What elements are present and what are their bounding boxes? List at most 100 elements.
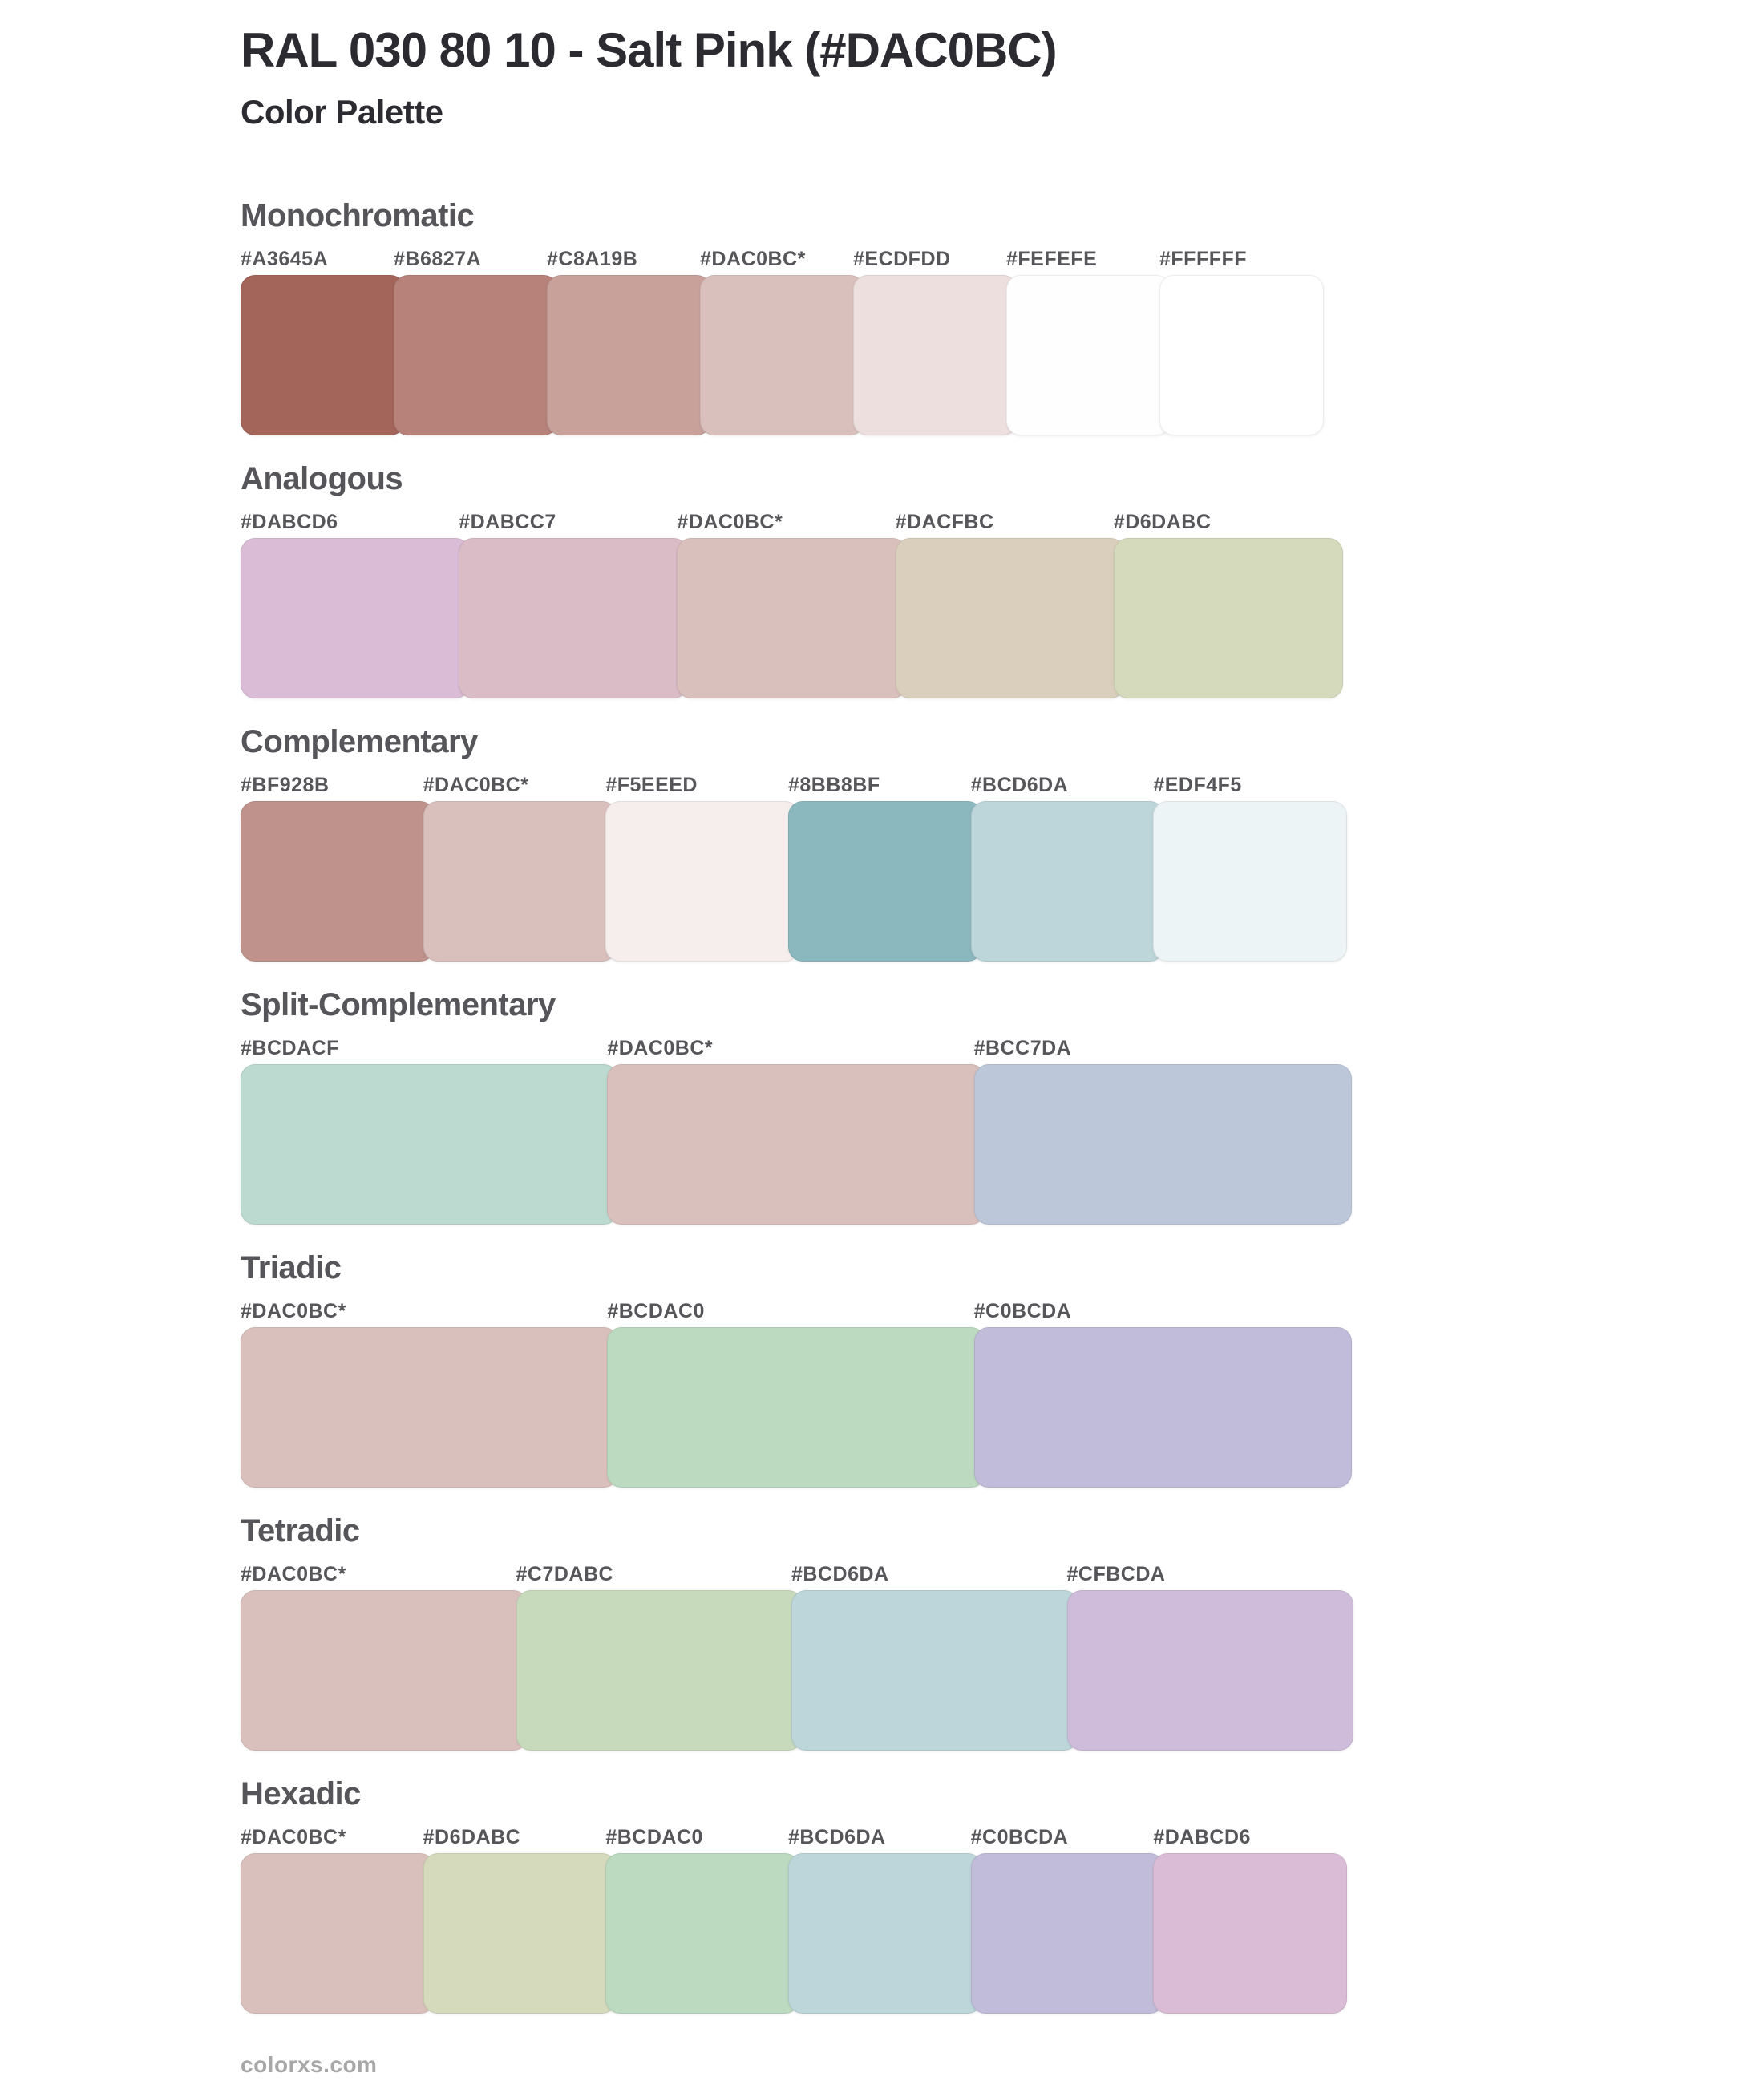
color-swatch-ffffff[interactable] xyxy=(1159,275,1324,436)
hex-label-row: #DAC0BC* #D6DABC #BCDAC0 #BCD6DA #C0BCDA #DAB… xyxy=(241,1820,1347,1853)
page-subtitle: Color Palette xyxy=(241,93,443,131)
hex-code-label: #F5EEED xyxy=(605,774,698,797)
color-swatch-dabcd6[interactable] xyxy=(241,538,471,699)
swatch-row xyxy=(241,275,1324,436)
hex-code-label: #BCDAC0 xyxy=(607,1300,705,1323)
hex-code-label: #EDF4F5 xyxy=(1153,774,1242,797)
color-swatch-bf928b[interactable] xyxy=(241,801,435,962)
color-swatch-b6827a[interactable] xyxy=(394,275,558,436)
hex-label-row: #DAC0BC* #C7DABC #BCD6DA #CFBCDA xyxy=(241,1557,1353,1590)
color-swatch-bcdac0[interactable] xyxy=(605,1853,799,2014)
section-heading-hexadic: Hexadic xyxy=(241,1776,361,1812)
palette-section: Tetradic #DAC0BC* #C7DABC #BCD6DA #CFBCDA xyxy=(241,1512,1764,1751)
color-swatch-bcdacf[interactable] xyxy=(241,1064,619,1225)
hex-code-label: #DABCD6 xyxy=(241,511,338,534)
hex-code-label: #BCDAC0 xyxy=(605,1826,703,1849)
hex-label-row: #BCDACF #DAC0BC* #BCC7DA xyxy=(241,1030,1352,1064)
color-swatch-bcd6da[interactable] xyxy=(970,801,1165,962)
hex-code-label: #C0BCDA xyxy=(973,1300,1072,1323)
footer-link[interactable]: colorxs.com xyxy=(241,2052,378,2078)
section-heading-triadic: Triadic xyxy=(241,1250,342,1286)
hex-code-label: #DAC0BC* xyxy=(700,248,806,271)
hex-code-label: #A3645A xyxy=(241,248,329,271)
hex-code-label: #D6DABC xyxy=(1113,511,1212,534)
hex-code-label: #BCD6DA xyxy=(791,1563,889,1586)
hex-code-label: #BCD6DA xyxy=(970,774,1069,797)
palette-section: Complementary #BF928B #DAC0BC* #F5EEED #8BB… xyxy=(241,723,1764,962)
palette-section: Analogous #DABCD6 #DABCC7 #DAC0BC* #DACFBC #… xyxy=(241,460,1764,699)
color-swatch-dacfbc[interactable] xyxy=(895,538,1125,699)
color-swatch-bcd6da[interactable] xyxy=(791,1590,1078,1751)
hex-code-label: #BCDACF xyxy=(241,1037,339,1060)
swatch-row xyxy=(241,1327,1352,1488)
hex-code-label: #BF928B xyxy=(241,774,330,797)
hex-code-label: #ECDFDD xyxy=(853,248,951,271)
color-swatch-8bb8bf[interactable] xyxy=(787,801,982,962)
hex-code-label: #BCD6DA xyxy=(788,1826,886,1849)
palette-section: Monochromatic #A3645A #B6827A #C8A19B #DAC0… xyxy=(241,196,1764,436)
hex-code-label: #DAC0BC* xyxy=(241,1563,346,1586)
palette-section: Split-Complementary #BCDACF #DAC0BC* #BCC7… xyxy=(241,986,1764,1225)
hex-code-label: #C7DABC xyxy=(516,1563,614,1586)
color-swatch-cfbcda[interactable] xyxy=(1066,1590,1353,1751)
swatch-row xyxy=(241,1064,1352,1225)
swatch-row xyxy=(241,1590,1353,1751)
hex-code-label: #D6DABC xyxy=(423,1826,521,1849)
hex-code-label: #DAC0BC* xyxy=(607,1037,714,1060)
color-swatch-dabcd6[interactable] xyxy=(1153,1853,1347,2014)
hex-label-row: #A3645A #B6827A #C8A19B #DAC0BC* #ECDFDD #FEF… xyxy=(241,241,1324,275)
color-swatch-dac0bc[interactable] xyxy=(700,275,864,436)
palette-section: Triadic #DAC0BC* #BCDAC0 #C0BCDA xyxy=(241,1249,1764,1488)
color-swatch-dac0bc[interactable] xyxy=(241,1590,528,1751)
hex-code-label: #DAC0BC* xyxy=(677,511,783,534)
color-swatch-c8a19b[interactable] xyxy=(547,275,711,436)
color-swatch-edf4f5[interactable] xyxy=(1153,801,1347,962)
color-swatch-c7dabc[interactable] xyxy=(516,1590,803,1751)
color-swatch-bcc7da[interactable] xyxy=(973,1064,1352,1225)
section-heading-tetradic: Tetradic xyxy=(241,1513,360,1549)
hex-code-label: #DAC0BC* xyxy=(423,774,529,797)
hex-code-label: #DABCC7 xyxy=(459,511,556,534)
palette-sections: Monochromatic #A3645A #B6827A #C8A19B #DAC0… xyxy=(241,196,1764,2014)
color-swatch-dac0bc[interactable] xyxy=(241,1853,435,2014)
hex-code-label: #8BB8BF xyxy=(788,774,880,797)
hex-code-label: #CFBCDA xyxy=(1066,1563,1166,1586)
color-swatch-dabcc7[interactable] xyxy=(459,538,689,699)
swatch-row xyxy=(241,801,1347,962)
hex-code-label: #DAC0BC* xyxy=(241,1826,346,1849)
swatch-row xyxy=(241,1853,1347,2014)
color-swatch-f5eeed[interactable] xyxy=(605,801,799,962)
hex-code-label: #FFFFFF xyxy=(1159,248,1248,271)
hex-code-label: #DACFBC xyxy=(895,511,994,534)
hex-code-label: #DAC0BC* xyxy=(241,1300,346,1323)
color-swatch-d6dabc[interactable] xyxy=(423,1853,617,2014)
hex-code-label: #BCC7DA xyxy=(973,1037,1072,1060)
hex-code-label: #B6827A xyxy=(394,248,482,271)
palette-section: Hexadic #DAC0BC* #D6DABC #BCDAC0 #BCD6DA #C0… xyxy=(241,1775,1764,2014)
hex-label-row: #DAC0BC* #BCDAC0 #C0BCDA xyxy=(241,1294,1352,1327)
color-swatch-dac0bc[interactable] xyxy=(677,538,907,699)
section-heading-split-complementary: Split-Complementary xyxy=(241,987,556,1023)
color-swatch-bcd6da[interactable] xyxy=(787,1853,982,2014)
hex-label-row: #BF928B #DAC0BC* #F5EEED #8BB8BF #BCD6DA #EDF… xyxy=(241,767,1347,801)
color-swatch-dac0bc[interactable] xyxy=(607,1064,985,1225)
color-swatch-dac0bc[interactable] xyxy=(241,1327,619,1488)
swatch-row xyxy=(241,538,1343,699)
color-swatch-ecdfdd[interactable] xyxy=(853,275,1018,436)
hex-label-row: #DABCD6 #DABCC7 #DAC0BC* #DACFBC #D6DABC xyxy=(241,504,1343,538)
hex-code-label: #FEFEFE xyxy=(1006,248,1098,271)
page-title: RAL 030 80 10 - Salt Pink (#DAC0BC) xyxy=(241,23,1058,77)
color-swatch-d6dabc[interactable] xyxy=(1113,538,1343,699)
hex-code-label: #C0BCDA xyxy=(970,1826,1069,1849)
color-swatch-bcdac0[interactable] xyxy=(607,1327,985,1488)
section-heading-analogous: Analogous xyxy=(241,461,403,497)
color-swatch-fefefe[interactable] xyxy=(1006,275,1171,436)
section-heading-complementary: Complementary xyxy=(241,724,478,760)
section-heading-monochromatic: Monochromatic xyxy=(241,198,475,234)
hex-code-label: #DABCD6 xyxy=(1153,1826,1251,1849)
color-swatch-c0bcda[interactable] xyxy=(973,1327,1352,1488)
color-swatch-a3645a[interactable] xyxy=(241,275,405,436)
color-swatch-dac0bc[interactable] xyxy=(423,801,617,962)
color-swatch-c0bcda[interactable] xyxy=(970,1853,1165,2014)
